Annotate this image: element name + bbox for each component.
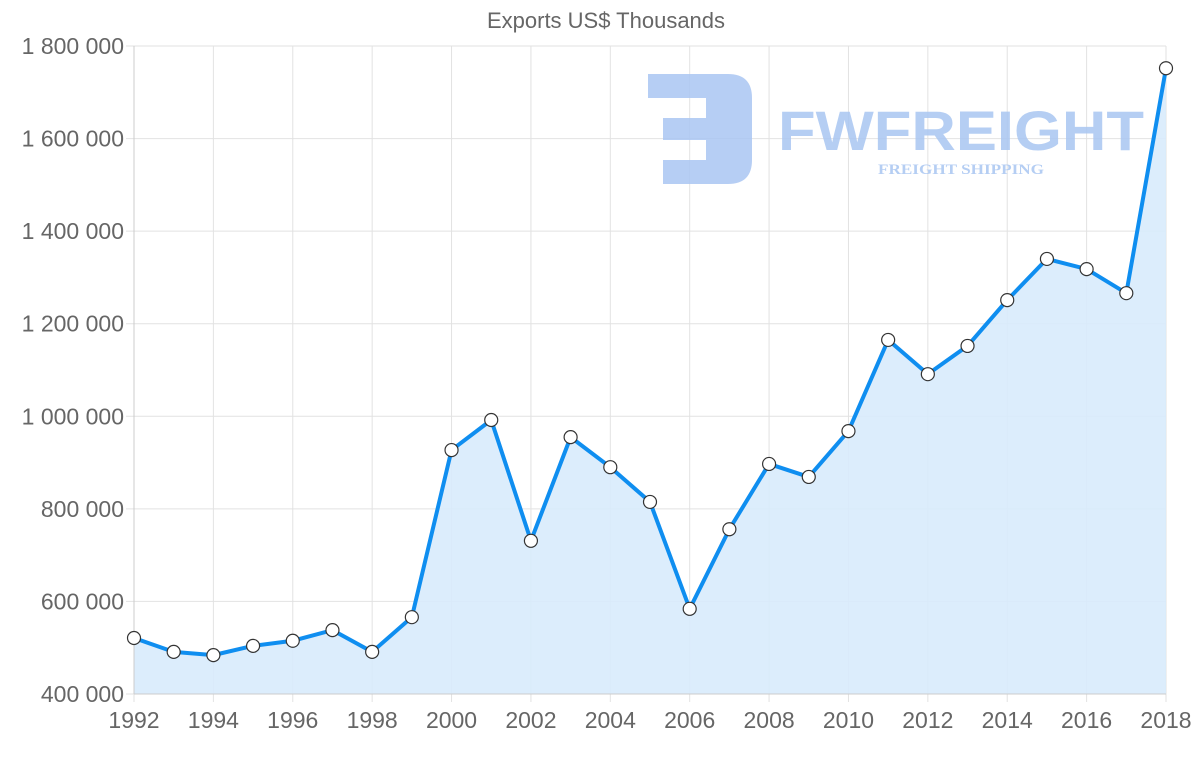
y-tick-label: 600 000 — [41, 588, 124, 614]
x-tick-label: 2008 — [743, 707, 794, 733]
data-point — [126, 630, 142, 646]
x-tick-label: 2004 — [585, 707, 636, 733]
data-point — [325, 623, 340, 638]
data-point — [1039, 251, 1055, 267]
watermark-brand: FWFREIGHT — [778, 99, 1144, 162]
x-tick-label: 2000 — [426, 707, 477, 733]
area-path — [134, 68, 1166, 694]
data-point — [841, 423, 856, 439]
data-point — [523, 533, 539, 548]
data-point — [761, 456, 777, 472]
data-point — [245, 638, 261, 653]
data-point — [563, 430, 578, 445]
y-tick-label: 1 000 000 — [22, 403, 124, 429]
x-tick-label: 1992 — [108, 707, 159, 733]
data-point — [1000, 293, 1015, 308]
x-tick-label: 1994 — [188, 707, 239, 733]
data-point — [722, 522, 737, 537]
x-tick-label: 2002 — [505, 707, 556, 733]
data-point — [1119, 286, 1134, 301]
chart-title: Exports US$ Thousands — [486, 8, 726, 33]
x-tick-label: 1998 — [347, 707, 398, 733]
x-tick-label: 2014 — [982, 707, 1033, 733]
axes — [133, 46, 1166, 695]
x-tick-label: 2010 — [823, 707, 874, 733]
data-point — [404, 610, 419, 625]
area-fill — [134, 68, 1166, 694]
data-points — [126, 61, 1174, 663]
data-point — [484, 412, 499, 428]
y-tick-label: 1 400 000 — [22, 218, 124, 244]
x-tick-label: 2018 — [1140, 707, 1191, 733]
data-point — [166, 644, 181, 659]
data-point — [1079, 261, 1094, 277]
x-tick-label: 1996 — [267, 707, 318, 733]
data-point — [960, 338, 975, 354]
data-point — [801, 469, 816, 485]
data-point — [444, 442, 459, 458]
logo-mark-icon — [648, 74, 752, 184]
data-point — [920, 367, 935, 382]
y-tick-label: 1 600 000 — [22, 126, 124, 152]
data-point — [206, 648, 221, 663]
y-tick-label: 1 200 000 — [22, 311, 124, 337]
watermark-logo: FWFREIGHT FREIGHT SHIPPING — [648, 74, 1144, 184]
x-tick-label: 2006 — [664, 707, 715, 733]
y-tick-label: 1 800 000 — [22, 33, 124, 59]
data-point — [365, 644, 380, 659]
x-tick-label: 2012 — [902, 707, 953, 733]
x-tick-label: 2016 — [1061, 707, 1112, 733]
x-axis-ticks: 1992 1994 1996 1998 2000 2002 2004 2006 2008 2010… — [108, 707, 1191, 733]
data-point — [603, 460, 618, 475]
data-point — [642, 494, 658, 510]
data-point — [1158, 61, 1174, 76]
y-tick-label: 800 000 — [41, 496, 124, 522]
watermark-tagline: FREIGHT SHIPPING — [878, 162, 1044, 178]
data-point — [285, 633, 300, 648]
data-point — [881, 332, 896, 348]
data-point — [682, 601, 697, 616]
y-axis-ticks: 400 000 600 000 800 000 1 000 000 1 200 000 1… — [22, 33, 124, 707]
y-tick-label: 400 000 — [41, 681, 124, 707]
